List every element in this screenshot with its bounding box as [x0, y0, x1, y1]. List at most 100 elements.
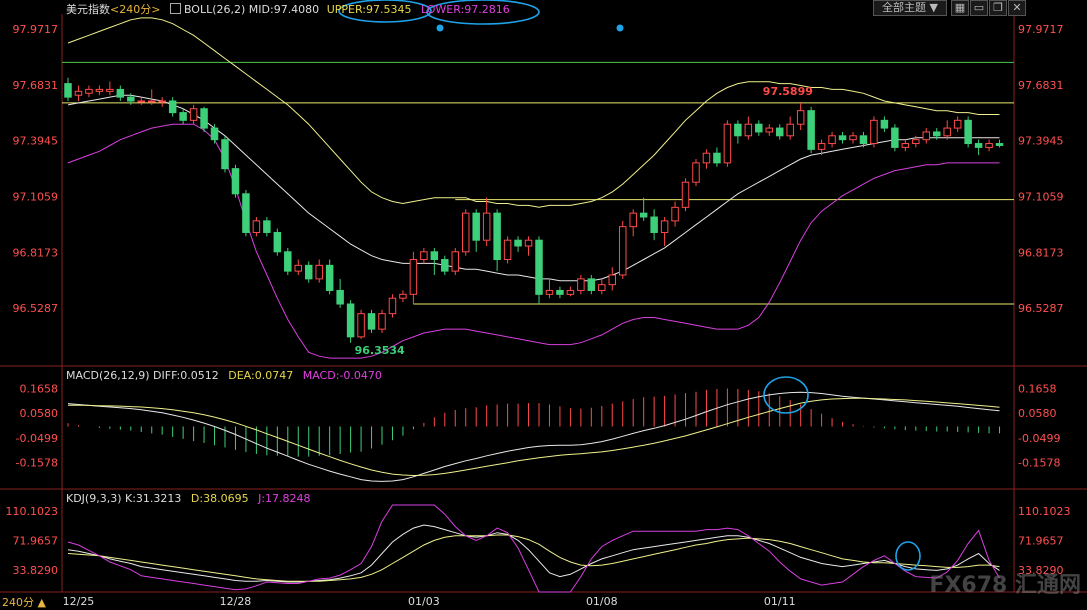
candle-body [95, 88, 104, 92]
price-tick-right: 97.3945 [1018, 135, 1064, 148]
candle-body [503, 239, 512, 261]
candle-body [168, 100, 177, 114]
period-label: <240分> [110, 3, 161, 16]
macd-panel-plot [67, 388, 1001, 482]
annotations: 97.5899 96.3534 [338, 0, 921, 571]
candle-body [409, 259, 418, 295]
candle-body [943, 127, 951, 137]
candle-body [535, 239, 543, 295]
candle-body [304, 264, 313, 280]
window-icon: ▭ [973, 1, 985, 14]
price-tick-left: 97.9717 [13, 23, 59, 36]
candle-body [629, 212, 637, 228]
candle-body [859, 135, 868, 145]
candle-body [263, 220, 271, 233]
macd-value: MACD:-0.0470 [302, 369, 382, 382]
candle-body [995, 143, 1004, 146]
candle-body [252, 220, 261, 233]
candle-body [880, 119, 889, 129]
close-button[interactable]: ✕ [1008, 0, 1026, 16]
candle-body [671, 206, 679, 222]
candle-series [64, 77, 1004, 343]
candle-body [598, 284, 606, 291]
candle-body [556, 289, 564, 295]
macd-header: MACD(26,12,9) DIFF:0.0512 DEA:0.0747 MAC… [66, 369, 382, 382]
period-badge[interactable]: 240分 ▲ [2, 596, 46, 609]
candle-body [482, 212, 491, 241]
candle-body [367, 313, 376, 330]
boll-upper: UPPER:97.5345 [326, 3, 412, 16]
theme-button-label: 全部主题 [882, 1, 927, 14]
price-annotation: 97.5899 [763, 85, 813, 98]
price-tick-right: 97.6831 [1018, 79, 1064, 92]
candle-body [953, 119, 962, 129]
restore-icon: ❐ [993, 1, 1003, 14]
candle-body [420, 251, 428, 261]
macd-cross-circle [763, 376, 809, 414]
kdj-k: K:31.3213 [125, 492, 182, 505]
candle-body [838, 135, 847, 141]
candle-body [127, 96, 135, 102]
candle-body [472, 212, 480, 241]
kdj-tick-right: 110.1023 [1018, 505, 1071, 518]
macd-diff-line [67, 391, 1000, 482]
candle-body [807, 110, 815, 150]
marker-dot [436, 24, 444, 32]
time-axis-label: 01/11 [764, 595, 796, 608]
candle-body [964, 119, 972, 145]
candle-body [357, 313, 365, 338]
boll-upper-line [67, 17, 1000, 208]
candle-body [901, 143, 910, 148]
candle-body [912, 139, 920, 145]
candle-body [618, 226, 627, 276]
candle-body [189, 108, 198, 121]
candle-body [378, 313, 386, 330]
candle-body [681, 181, 690, 208]
grid-layout-button[interactable]: ▦ [951, 0, 969, 16]
candle-body [346, 303, 355, 338]
indicator-icon [169, 3, 181, 14]
candle-body [242, 193, 250, 233]
highlight-ellipse-lower [426, 0, 540, 25]
candle-body [817, 143, 826, 150]
price-tick-right: 97.1059 [1018, 191, 1064, 204]
marker-dot [616, 24, 624, 32]
candle-body [315, 264, 323, 280]
kdj-j-line [67, 504, 1000, 593]
macd-tick-right: 0.1658 [1018, 383, 1057, 396]
main-header: 美元指数<240分> BOLL(26,2) MID:97.4080 UPPER:… [66, 1, 510, 17]
candle-body [985, 143, 993, 148]
time-axis-label: 12/28 [220, 595, 252, 608]
kdj-k-line [67, 524, 1000, 583]
candle-body [430, 251, 439, 261]
candle-body [294, 264, 303, 272]
candle-body [775, 127, 784, 137]
kdj-tick-left: 110.1023 [6, 505, 59, 518]
candle-body [210, 127, 219, 141]
candle-body [692, 162, 700, 183]
kdj-tick-right: 71.9657 [1018, 534, 1064, 547]
price-tick-right: 97.9717 [1018, 23, 1064, 36]
candle-body [870, 119, 878, 145]
candle-body [755, 123, 763, 133]
candle-body [221, 139, 229, 170]
macd-tick-right: -0.1578 [1018, 457, 1060, 470]
candle-body [650, 216, 658, 233]
candle-body [493, 212, 501, 261]
theme-dropdown-button[interactable]: 全部主题 ▼ [873, 0, 947, 16]
candle-body [273, 231, 282, 253]
window-button[interactable]: ▭ [970, 0, 988, 16]
candle-body [147, 100, 156, 103]
candle-body [451, 251, 460, 272]
candle-body [566, 289, 575, 295]
watermark: FX678 汇通网 [929, 573, 1081, 598]
kdj-indicator: KDJ(9,3,3) [66, 492, 122, 505]
candle-body [284, 251, 292, 272]
boll-mid-line [67, 94, 1000, 282]
close-icon: ✕ [1012, 1, 1022, 14]
candle-body [545, 289, 554, 295]
candle-body [388, 297, 397, 315]
price-annotation: 96.3534 [355, 344, 405, 357]
boll-mid: MID:97.4080 [248, 3, 320, 16]
restore-button[interactable]: ❐ [989, 0, 1007, 16]
